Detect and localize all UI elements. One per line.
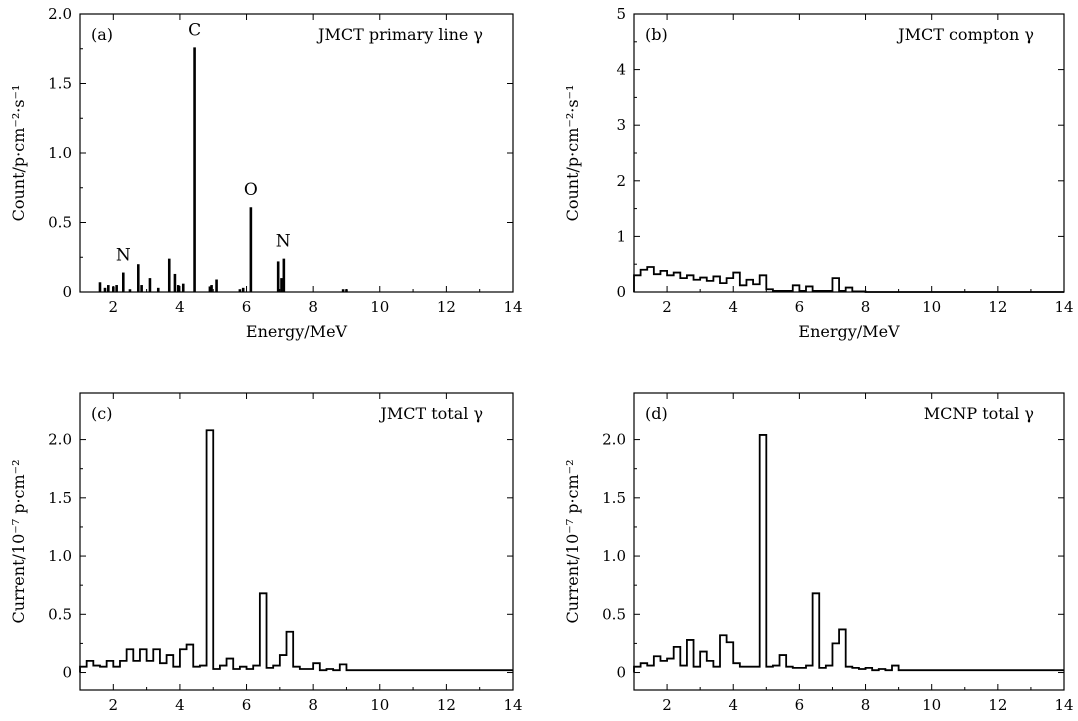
x-tick-label: 12	[988, 298, 1007, 316]
y-tick-label: 2.0	[48, 431, 72, 449]
y-tick-label: 2.0	[48, 5, 72, 23]
histogram-series	[79, 429, 513, 673]
y-tick-label: 3	[616, 116, 626, 134]
x-tick-label: 12	[437, 696, 456, 714]
y-axis-title: Count/p·cm⁻²·s⁻¹	[563, 85, 582, 222]
x-tick-label: 4	[175, 298, 185, 316]
x-tick-label: 14	[1054, 298, 1073, 316]
y-tick-label: 0	[616, 664, 626, 682]
peak-label: O	[244, 180, 258, 200]
x-tick-label: 14	[503, 298, 522, 316]
y-axis-title: Count/p·cm⁻²·s⁻¹	[9, 85, 28, 222]
x-tick-label: 10	[370, 298, 389, 316]
x-tick-label: 6	[242, 696, 252, 714]
panel-tag: (b)	[645, 25, 668, 44]
x-tick-label: 8	[308, 696, 318, 714]
y-tick-label: 1.5	[602, 489, 626, 507]
x-tick-label: 12	[437, 298, 456, 316]
y-tick-label: 5	[616, 5, 626, 23]
x-tick-label: 8	[861, 298, 871, 316]
x-tick-label: 6	[795, 298, 805, 316]
y-tick-label: 1.0	[48, 547, 72, 565]
y-axis-title: Current/10⁻⁷ p·cm⁻²	[9, 459, 28, 623]
x-tick-label: 12	[988, 696, 1007, 714]
panel-tag: (c)	[91, 404, 112, 423]
y-axis-title: Current/10⁻⁷ p·cm⁻²	[563, 459, 582, 623]
y-tick-label: 2	[616, 172, 626, 190]
plot-frame	[633, 392, 1065, 691]
y-tick-label: 0	[62, 283, 72, 301]
chart-panel-2: 246810121400.51.01.52.0Energy/MeVCurrent…	[9, 392, 523, 721]
chart-panel-0: 2 4 6 8 10 12 14 0 0.5 1.0 1.5 2.0 Energy/MeV Count/p…	[9, 5, 523, 341]
y-tick-label: 0	[616, 283, 626, 301]
x-tick-label: 2	[109, 696, 119, 714]
peak-label: N	[116, 246, 131, 266]
y-tick-label: 1.0	[48, 144, 72, 162]
y-tick-label: 0	[62, 664, 72, 682]
y-tick-label: 2.0	[602, 431, 626, 449]
y-tick-label: 0.5	[602, 605, 626, 623]
y-tick-label: 0.5	[48, 605, 72, 623]
x-tick-label: 6	[242, 298, 252, 316]
histogram-series	[633, 266, 1064, 293]
panel-tag: (d)	[645, 404, 668, 423]
chart-panel-1: 2 4 6 8 10 12 14012345Energy/MeVCount/p·cm⁻²·s…	[563, 5, 1074, 341]
panel-title: MCNP total γ	[924, 404, 1034, 423]
y-tick-label: 1.5	[48, 489, 72, 507]
x-tick-label: 10	[370, 696, 389, 714]
plot-frame	[633, 13, 1065, 293]
x-tick-label: 2	[662, 696, 672, 714]
y-tick-label: 0.5	[48, 214, 72, 232]
x-axis-title: Energy/MeV	[246, 322, 348, 341]
chart-panel-3: 246810121400.51.01.52.0Energy/MeVCurrent…	[563, 392, 1074, 721]
plot-frame	[79, 13, 514, 293]
peak-label: N	[276, 232, 291, 252]
peak-label: C	[188, 20, 201, 40]
x-tick-label: 14	[503, 696, 522, 714]
x-tick-label: 6	[795, 696, 805, 714]
x-axis-title: Energy/MeV	[798, 322, 900, 341]
x-tick-label: 8	[308, 298, 318, 316]
histogram-series	[633, 434, 1064, 673]
x-tick-label: 2	[109, 298, 119, 316]
y-tick-label: 1	[616, 227, 626, 245]
y-tick-label: 1.5	[48, 75, 72, 93]
x-tick-label: 4	[175, 696, 185, 714]
x-tick-label: 2	[662, 298, 672, 316]
panel-title: JMCT primary line γ	[316, 25, 483, 44]
x-tick-label: 10	[922, 696, 941, 714]
x-tick-label: 4	[728, 298, 738, 316]
x-tick-label: 4	[728, 696, 738, 714]
y-tick-label: 1.0	[602, 547, 626, 565]
panel-title: JMCT compton γ	[896, 25, 1034, 44]
x-tick-label: 8	[861, 696, 871, 714]
plot-frame	[79, 392, 514, 691]
y-tick-label: 4	[616, 61, 626, 79]
x-tick-label: 14	[1054, 696, 1073, 714]
x-tick-label: 10	[922, 298, 941, 316]
panel-title: JMCT total γ	[378, 404, 483, 423]
panel-tag: (a)	[91, 25, 113, 44]
